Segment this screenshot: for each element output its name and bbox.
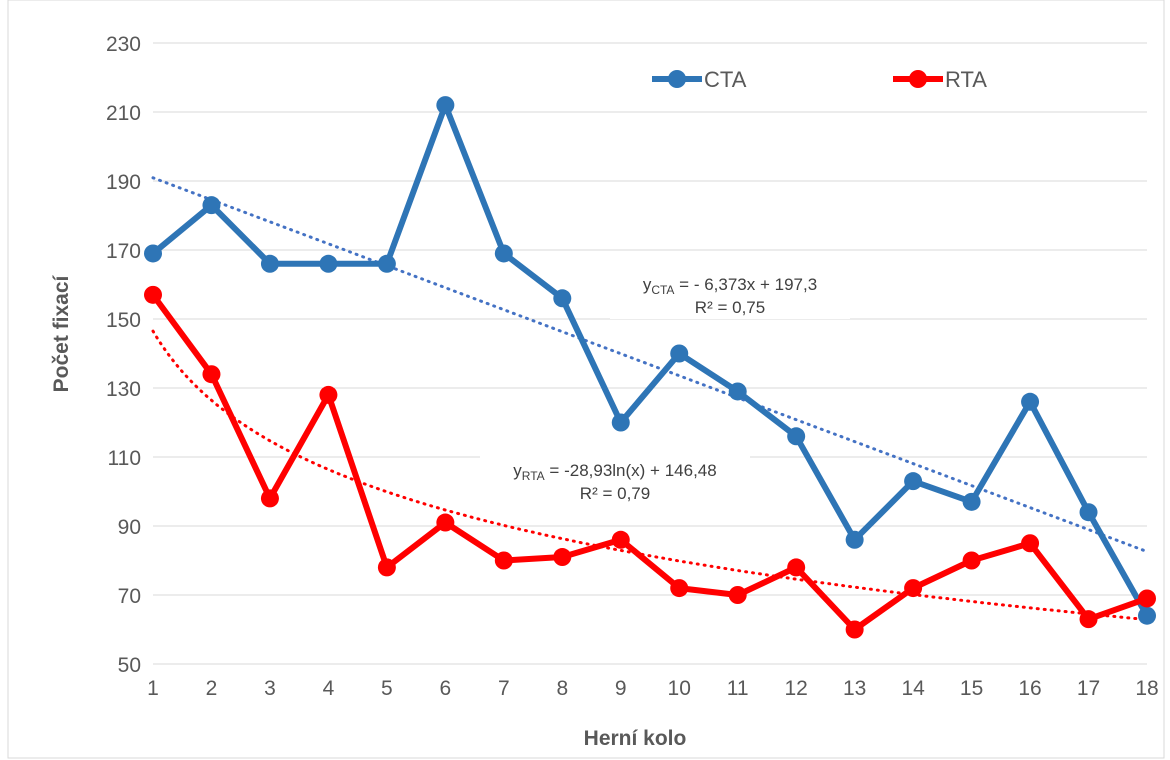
y-tick-50: 50 [118,654,141,677]
point-cta-11 [728,382,747,401]
point-rta-1 [144,285,162,304]
legend-label-cta: CTA [704,67,747,92]
y-tick-70: 70 [118,585,141,608]
series-line-cta [151,102,1150,618]
point-cta-18 [1138,606,1156,625]
legend-marker-rta [909,70,927,88]
trendline-cta [151,176,1149,554]
y-axis-label: Počet fixací [50,274,73,392]
point-rta-4 [319,385,338,404]
x-tick-18: 18 [1135,677,1158,700]
trend-equation-rta-body: = -28,93ln(x) + 146,48 [549,461,716,480]
x-axis-label: Herní kolo [584,727,687,750]
y-tick-210: 210 [106,102,141,125]
y-tick-150: 150 [106,309,141,332]
y-tick-90: 90 [118,516,141,539]
trendlines [151,176,1149,622]
legend: CTA RTA [652,67,987,92]
point-rta-9 [611,530,630,549]
x-tick-9: 9 [615,677,627,700]
point-rta-5 [377,558,396,577]
point-cta-2 [202,196,221,215]
x-tick-3: 3 [264,677,276,700]
trend-equation-cta: yCTA = - 6,373x + 197,3 [643,275,817,297]
point-cta-15 [962,492,981,511]
point-rta-2 [202,365,221,384]
point-rta-18 [1138,589,1156,608]
x-tick-12: 12 [784,677,807,700]
y-tick-170: 170 [106,240,141,263]
x-tick-10: 10 [668,677,691,700]
point-cta-6 [436,96,455,115]
point-rta-10 [670,579,689,598]
y-tick-110: 110 [108,447,141,470]
trend-label-cta: yCTA = - 6,373x + 197,3 R² = 0,75 [610,267,850,319]
point-cta-17 [1079,503,1098,522]
point-rta-8 [553,548,572,567]
x-tick-labels: 1 2 3 4 5 6 7 8 9 10 11 12 13 14 15 16 17 18 [147,677,1159,700]
point-cta-7 [494,244,513,263]
point-cta-8 [553,289,572,308]
x-tick-1: 1 [147,677,159,700]
trend-equation-rta: yRTA = -28,93ln(x) + 146,48 [513,461,716,483]
x-tick-16: 16 [1018,677,1041,700]
x-tick-2: 2 [206,677,218,700]
trend-label-rta-box [480,453,750,505]
point-cta-1 [144,244,162,263]
trend-equation-cta-subscript: CTA [651,283,674,297]
point-rta-12 [787,558,806,577]
y-tick-130: 130 [106,378,141,401]
legend-marker-cta [668,70,686,88]
point-rta-16 [1021,534,1040,553]
y-tick-labels: 50 70 90 110 130 150 170 190 210 230 [106,33,141,677]
x-tick-14: 14 [901,677,925,700]
point-rta-13 [845,620,864,639]
x-tick-13: 13 [843,677,866,700]
point-cta-16 [1021,392,1040,411]
point-rta-17 [1079,610,1098,629]
x-tick-6: 6 [440,677,452,700]
point-cta-4 [319,254,338,273]
point-rta-14 [904,579,923,598]
x-tick-11: 11 [727,677,749,700]
point-rta-11 [728,586,747,604]
trend-label-rta: yRTA = -28,93ln(x) + 146,48 R² = 0,79 [480,453,750,505]
point-cta-12 [787,427,806,446]
x-tick-15: 15 [960,677,983,700]
point-rta-7 [494,551,513,570]
point-cta-13 [845,530,864,549]
series-line-rta [150,293,1149,633]
point-cta-9 [611,413,630,432]
y-tick-190: 190 [106,171,141,194]
trend-equation-rta-subscript: RTA [522,469,545,483]
x-tick-7: 7 [498,677,510,700]
trend-r2-cta: R² = 0,75 [695,298,765,317]
point-rta-3 [260,489,279,508]
trend-r2-rta: R² = 0,79 [580,484,650,503]
chart-frame [7,0,1165,759]
point-cta-14 [904,472,923,491]
x-tick-17: 17 [1077,677,1100,700]
point-rta-6 [436,513,455,532]
trend-label-cta-box [610,267,850,319]
x-tick-5: 5 [381,677,393,700]
x-tick-8: 8 [556,677,568,700]
trendline-rta [151,329,1149,622]
point-rta-15 [962,551,981,570]
legend-label-rta: RTA [945,67,987,92]
y-tick-230: 230 [106,33,141,56]
point-cta-3 [260,254,279,273]
series-group [144,96,1156,639]
trend-equation-cta-body: = - 6,373x + 197,3 [679,275,817,294]
point-cta-10 [670,344,689,363]
x-tick-4: 4 [323,677,335,700]
point-cta-5 [377,254,396,273]
